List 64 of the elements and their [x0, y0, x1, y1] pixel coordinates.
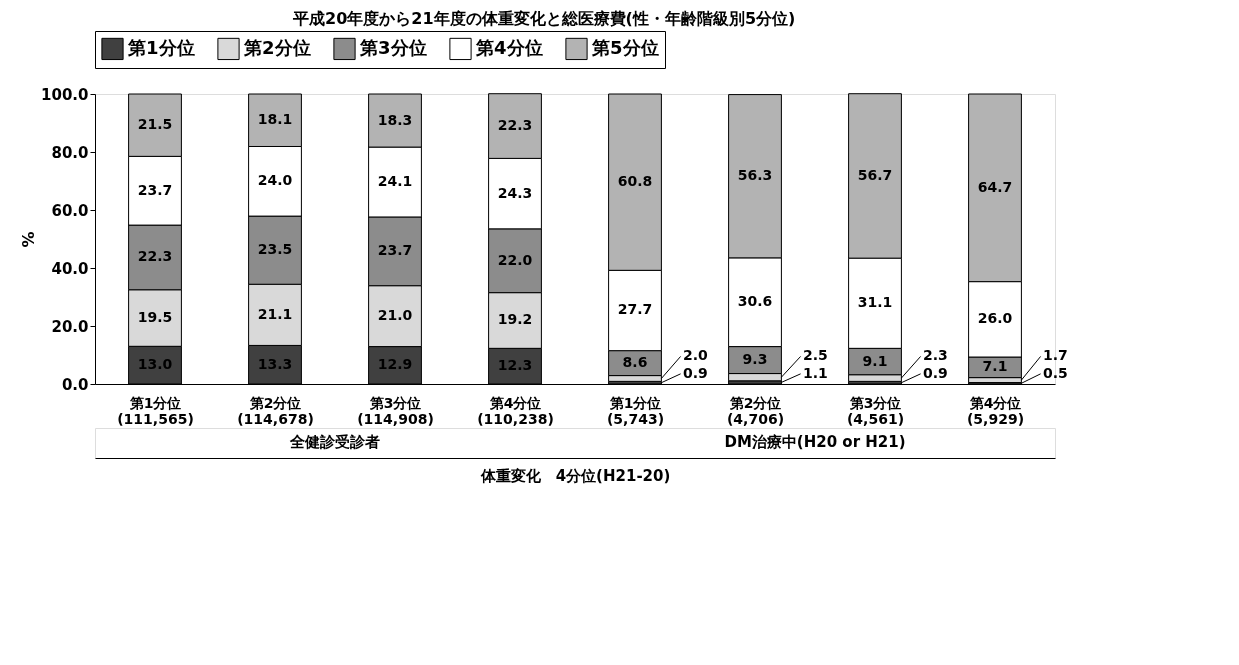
- data-label: 0.9: [923, 364, 948, 381]
- data-label: 9.3: [742, 351, 768, 368]
- data-label: 9.1: [862, 352, 888, 369]
- data-label: 2.5: [803, 347, 828, 364]
- y-tick-label: 60.0: [51, 201, 89, 220]
- data-label: 21.0: [377, 307, 413, 324]
- x-axis-title: 体重変化 4分位(H21-20): [479, 466, 671, 485]
- data-label: 24.3: [497, 184, 533, 201]
- x-tick-label: 第1分位 (5,743): [606, 394, 665, 427]
- data-label: 56.7: [857, 166, 893, 183]
- text: DM治療中(H20 or H21): [724, 433, 906, 451]
- y-tick-label: 0.0: [61, 375, 89, 394]
- data-label: 18.1: [257, 111, 293, 128]
- data-label: 8.6: [622, 354, 648, 371]
- x-tick-label: 第3分位 (4,561): [846, 394, 905, 427]
- y-tick-label: 20.0: [51, 317, 89, 336]
- y-tick-label: 80.0: [51, 143, 89, 162]
- legend-label: 第5分位: [591, 36, 659, 58]
- data-label: 2.0: [683, 347, 709, 364]
- data-label: 7.1: [982, 358, 1008, 375]
- data-label: 13.3: [257, 355, 293, 372]
- data-label: 26.0: [977, 310, 1013, 327]
- x-tick-label: 第2分位 (4,706): [726, 394, 785, 427]
- data-label: 0.5: [1043, 364, 1068, 381]
- x-tick-label: 第1分位 (111,565): [117, 394, 194, 427]
- data-label: 31.1: [857, 294, 893, 311]
- data-label: 60.8: [617, 173, 653, 190]
- y-tick-label: 100.0: [41, 85, 89, 104]
- data-label: 2.3: [923, 347, 948, 364]
- data-label: 30.6: [737, 293, 773, 310]
- data-label: 24.1: [377, 173, 413, 190]
- x-tick-label: 第3分位 (114,908): [357, 394, 434, 427]
- data-label: 0.9: [683, 364, 708, 381]
- x-tick-label: 第4分位 (5,929): [966, 394, 1025, 427]
- data-label: 19.2: [497, 311, 533, 328]
- data-label: 23.7: [137, 181, 173, 198]
- data-label: 22.0: [497, 251, 533, 268]
- data-label: 22.3: [497, 117, 533, 134]
- data-label: 23.5: [257, 241, 293, 258]
- legend-label: 第4分位: [475, 36, 543, 58]
- legend-label: 第1分位: [127, 36, 195, 58]
- data-label: 13.0: [137, 356, 173, 373]
- text: 全健診受診者: [289, 433, 380, 451]
- data-label: 27.7: [617, 301, 653, 318]
- data-label: 1.1: [803, 364, 828, 381]
- data-label: 12.3: [497, 357, 533, 374]
- data-label: 12.9: [377, 356, 413, 373]
- x-tick-label: 第4分位 (110,238): [477, 394, 554, 427]
- data-label: 24.0: [257, 172, 293, 189]
- data-label: 64.7: [977, 178, 1013, 195]
- y-tick-label: 40.0: [51, 259, 89, 278]
- x-tick-label: 第2分位 (114,678): [237, 394, 314, 427]
- data-label: 23.7: [377, 242, 413, 259]
- data-label: 21.5: [137, 116, 173, 133]
- chart-title: 平成20年度から21年度の体重変化と総医療費(性・年齢階級別5分位): [292, 8, 796, 28]
- legend-label: 第3分位: [359, 36, 427, 58]
- y-axis-title: %: [19, 231, 39, 248]
- data-label: 21.1: [257, 305, 293, 322]
- data-label: 18.3: [377, 111, 413, 128]
- data-label: 22.3: [137, 248, 173, 265]
- data-label: 1.7: [1043, 347, 1068, 364]
- data-label: 19.5: [137, 309, 173, 326]
- data-label: 56.3: [737, 167, 773, 184]
- legend-label: 第2分位: [243, 36, 311, 58]
